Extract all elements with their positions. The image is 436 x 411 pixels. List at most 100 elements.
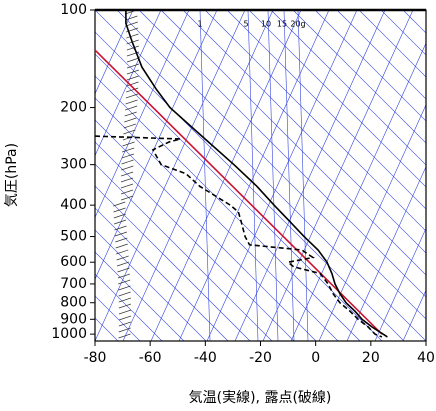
adiabat-line bbox=[95, 207, 229, 341]
isotherm-line bbox=[402, 289, 426, 341]
wind-barb bbox=[126, 81, 139, 87]
wind-barb bbox=[118, 333, 131, 339]
wind-barb bbox=[125, 15, 138, 21]
wind-barb bbox=[117, 273, 130, 279]
wind-barb bbox=[116, 249, 129, 255]
wind-barb bbox=[126, 63, 140, 69]
adiabat-line bbox=[248, 10, 426, 188]
wind-barb bbox=[121, 153, 134, 159]
adiabat-line bbox=[116, 10, 426, 320]
adiabat-line bbox=[424, 10, 426, 12]
y-tick-label: 600 bbox=[60, 254, 87, 270]
background-lines bbox=[95, 10, 426, 341]
adiabat-line bbox=[336, 10, 426, 100]
adiabat-line bbox=[95, 31, 405, 341]
y-tick-label: 100 bbox=[60, 2, 87, 18]
wind-barb bbox=[125, 99, 138, 105]
wind-barb bbox=[118, 297, 131, 303]
isotherm-line bbox=[95, 10, 190, 219]
wind-barb bbox=[121, 195, 134, 201]
wind-barb bbox=[126, 45, 139, 51]
wind-barb bbox=[125, 93, 139, 99]
isotherm-line bbox=[95, 10, 134, 95]
mixing-ratio-label: 10 bbox=[261, 20, 271, 29]
wind-barb bbox=[115, 237, 128, 243]
adiabat-line bbox=[314, 10, 426, 122]
isotherm-line bbox=[178, 10, 330, 341]
x-tick-label: -60 bbox=[139, 350, 162, 366]
x-tick-label: -20 bbox=[249, 350, 272, 366]
adiabat-line bbox=[95, 141, 295, 341]
y-tick-label: 500 bbox=[60, 229, 87, 245]
mixing-ratio-line bbox=[247, 10, 259, 341]
adiabat-line bbox=[358, 10, 426, 78]
wind-barb bbox=[126, 69, 139, 75]
wind-barb bbox=[125, 21, 138, 27]
y-tick-label: 300 bbox=[60, 157, 87, 173]
mixing-ratio-label: 20g bbox=[290, 20, 305, 29]
y-tick-label: 200 bbox=[60, 100, 87, 116]
wind-barb bbox=[114, 225, 127, 231]
wind-barb bbox=[120, 189, 134, 195]
wind-barb bbox=[116, 261, 130, 267]
mixing-ratio-label: 1 bbox=[197, 20, 202, 29]
wind-barb bbox=[120, 183, 134, 189]
adiabat-line bbox=[182, 10, 426, 254]
wind-barb bbox=[122, 147, 135, 153]
wind-barb bbox=[113, 207, 126, 213]
adiabat-line bbox=[270, 10, 426, 166]
isotherm-line bbox=[262, 10, 414, 341]
adiabat-line bbox=[95, 53, 383, 341]
adiabat-line bbox=[138, 10, 426, 298]
wind-barb bbox=[118, 285, 131, 291]
adiabat-line bbox=[402, 10, 426, 34]
temperature-line bbox=[94, 49, 383, 335]
wind-barb bbox=[121, 171, 134, 177]
temperature-line bbox=[125, 10, 388, 338]
wind-barb bbox=[123, 123, 136, 129]
mixing-ratio-label: 15 bbox=[277, 20, 287, 29]
wind-barb bbox=[124, 117, 137, 123]
x-tick-label: -40 bbox=[194, 350, 217, 366]
wind-barb bbox=[126, 57, 140, 63]
mixing-ratio-label: 5 bbox=[243, 20, 248, 29]
mixing-ratio-line bbox=[199, 10, 211, 341]
wind-barb bbox=[114, 231, 127, 237]
x-tick-label: -80 bbox=[84, 350, 107, 366]
isotherm-line bbox=[374, 227, 426, 341]
wind-barb bbox=[117, 267, 130, 273]
isotherm-line bbox=[206, 10, 358, 341]
wind-barb bbox=[118, 309, 132, 315]
wind-barb bbox=[118, 291, 131, 297]
adiabat-line bbox=[95, 163, 273, 341]
wind-barb bbox=[113, 219, 127, 225]
isotherm-line bbox=[150, 10, 302, 341]
wind-barb bbox=[113, 201, 126, 207]
adiabat-line bbox=[95, 97, 339, 341]
wind-barb bbox=[123, 129, 136, 135]
wind-barb bbox=[118, 279, 131, 285]
wind-barb bbox=[124, 111, 137, 117]
isotherm-line bbox=[122, 10, 274, 341]
x-tick-label: 20 bbox=[362, 350, 380, 366]
adiabat-line bbox=[95, 273, 163, 341]
y-tick-label: 800 bbox=[60, 295, 87, 311]
adiabat-line bbox=[95, 10, 426, 341]
isotherm-line bbox=[234, 10, 386, 341]
isotherm-line bbox=[95, 10, 218, 280]
x-tick-label: 0 bbox=[311, 350, 320, 366]
adiabat-line bbox=[292, 10, 426, 144]
y-tick-label: 1000 bbox=[51, 326, 87, 342]
isotherm-line bbox=[95, 10, 246, 341]
dewpoint-line bbox=[94, 135, 383, 338]
mixing-ratio-line bbox=[297, 10, 309, 341]
wind-barb bbox=[126, 75, 139, 81]
wind-barbs bbox=[113, 9, 140, 339]
wind-barb bbox=[121, 159, 134, 165]
adiabat-line bbox=[95, 251, 185, 341]
isotherm-line bbox=[290, 42, 426, 341]
x-tick-label: 40 bbox=[417, 350, 435, 366]
wind-barb bbox=[120, 177, 134, 183]
adiabat-line bbox=[95, 119, 317, 341]
mixing-ratio-line bbox=[283, 10, 295, 341]
